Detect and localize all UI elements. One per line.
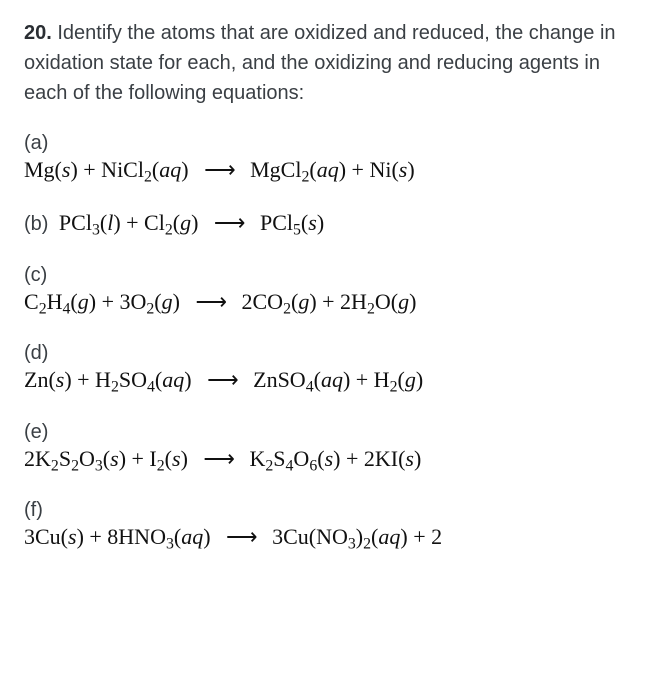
- equation-a: Mg(s) + NiCl2(aq) ⟶ MgCl2(aq) + Ni(s): [24, 157, 622, 186]
- equation-rhs: MgCl2(aq) + Ni(s): [250, 157, 415, 182]
- equation-lhs: 3Cu(s) + 8HNO3(aq): [24, 524, 211, 549]
- equation-rhs: ZnSO4(aq) + H2(g): [253, 367, 423, 392]
- equation-c: C2H4(g) + 3O2(g) ⟶ 2CO2(g) + 2H2O(g): [24, 289, 622, 318]
- reaction-arrow-icon: ⟶: [197, 367, 248, 393]
- equation-rhs: PCl5(s): [260, 210, 324, 235]
- equation-b: PCl3(l) + Cl2(g) ⟶ PCl5(s): [59, 210, 324, 235]
- part-c: (c) C2H4(g) + 3O2(g) ⟶ 2CO2(g) + 2H2O(g): [24, 264, 622, 318]
- equation-d: Zn(s) + H2SO4(aq) ⟶ ZnSO4(aq) + H2(g): [24, 367, 622, 396]
- equation-rhs: 2CO2(g) + 2H2O(g): [242, 289, 417, 314]
- question-text: Identify the atoms that are oxidized and…: [24, 22, 616, 104]
- reaction-arrow-icon: ⟶: [216, 524, 267, 550]
- question-prompt: 20. Identify the atoms that are oxidized…: [24, 18, 622, 108]
- question-number: 20.: [24, 22, 52, 44]
- part-label: (c): [24, 264, 622, 287]
- reaction-arrow-icon: ⟶: [185, 289, 236, 315]
- equation-lhs: PCl3(l) + Cl2(g): [59, 210, 199, 235]
- equation-rhs: K2S4O6(s) + 2KI(s): [249, 446, 421, 471]
- equation-lhs: C2H4(g) + 3O2(g): [24, 289, 180, 314]
- part-label: (f): [24, 499, 622, 522]
- part-label: (e): [24, 421, 622, 444]
- part-a: (a) Mg(s) + NiCl2(aq) ⟶ MgCl2(aq) + Ni(s…: [24, 132, 622, 186]
- equation-e: 2K2S2O3(s) + I2(s) ⟶ K2S4O6(s) + 2KI(s): [24, 446, 622, 475]
- part-d: (d) Zn(s) + H2SO4(aq) ⟶ ZnSO4(aq) + H2(g…: [24, 342, 622, 396]
- reaction-arrow-icon: ⟶: [204, 210, 255, 236]
- part-label: (a): [24, 132, 622, 155]
- equation-rhs: 3Cu(NO3)2(aq) + 2: [272, 524, 442, 549]
- part-f: (f) 3Cu(s) + 8HNO3(aq) ⟶ 3Cu(NO3)2(aq) +…: [24, 499, 622, 553]
- equation-lhs: 2K2S2O3(s) + I2(s): [24, 446, 188, 471]
- part-b: (b) PCl3(l) + Cl2(g) ⟶ PCl5(s): [24, 210, 622, 239]
- equation-f: 3Cu(s) + 8HNO3(aq) ⟶ 3Cu(NO3)2(aq) + 2: [24, 524, 622, 553]
- part-e: (e) 2K2S2O3(s) + I2(s) ⟶ K2S4O6(s) + 2KI…: [24, 421, 622, 475]
- part-label: (b): [24, 213, 48, 235]
- reaction-arrow-icon: ⟶: [194, 157, 245, 183]
- reaction-arrow-icon: ⟶: [193, 446, 244, 472]
- equation-lhs: Mg(s) + NiCl2(aq): [24, 157, 189, 182]
- equation-lhs: Zn(s) + H2SO4(aq): [24, 367, 192, 392]
- part-label: (d): [24, 342, 622, 365]
